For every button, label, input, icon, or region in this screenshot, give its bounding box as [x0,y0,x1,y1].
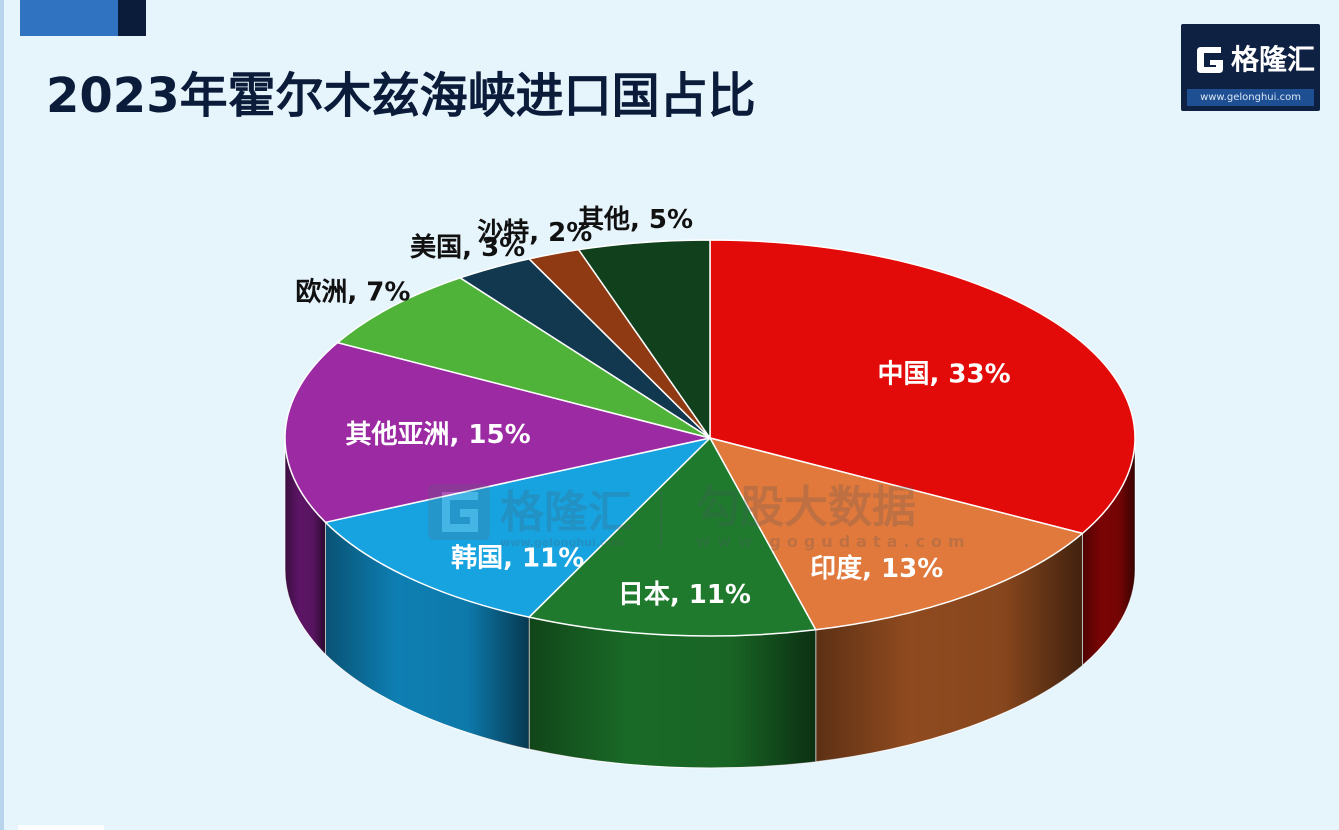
pie-label-欧洲: 欧洲, 7% [295,276,410,307]
watermark: 格隆汇 www.gelonghui.com 勾股大数据 www.gogudata… [428,482,971,551]
pie-label-中国: 中国, 33% [878,360,1011,390]
watermark-brand-url: www.gelonghui.com [500,536,625,549]
pie-slice-韩国 [324,437,711,618]
watermark-url: www.gogudata.com [696,532,971,551]
pie-side-shade-4-0 [285,438,326,655]
watermark-name: 勾股大数据 [696,482,916,533]
pie-label-沙特: 沙特, 2% [477,217,592,248]
pie-side-shade-2-0 [529,617,816,768]
pie-label-其他亚洲: 其他亚洲, 15% [346,420,531,450]
logo-brand-text: 格隆汇 [1231,43,1316,76]
pie-slice-印度 [709,437,1084,631]
left-accent-rule [0,0,4,830]
pie-slice-其他 [577,239,711,439]
pie-label-美国: 美国, 3% [410,232,525,263]
pie-label-其他: 其他, 5% [578,205,693,235]
pie-label-日本: 日本, 11% [618,580,751,610]
pie-slice-其他亚洲 [284,341,711,524]
watermark-divider [660,490,662,548]
gelonghui-g-logo-icon [1197,47,1223,73]
watermark-g-icon [442,492,478,532]
pie-side-shade-0-0 [1082,438,1135,666]
pie-slice-欧洲 [336,277,711,439]
bottom-strip [18,825,104,830]
page-title: 2023年霍尔木兹海峡进口国占比 [46,68,756,124]
pie-slice-日本 [528,437,817,637]
top-accent-bar-dark [118,0,146,36]
pie-side-shade-3-0 [325,522,530,750]
pie-side-shade-1-0 [815,533,1083,762]
pie-slice-中国 [709,239,1136,535]
brand-logo: 格隆汇 www.gelonghui.com [1181,24,1320,111]
top-accent-bar [20,0,118,36]
pie-labels: 中国, 33% 印度, 13% 日本, 11% 韩国, 11% 其他亚洲, 15% 欧洲,… [295,205,1010,610]
pie-sides [284,437,1136,769]
pie-label-韩国: 韩国, 11% [451,544,584,574]
watermark-logo-icon [428,484,490,540]
pie-tops [284,239,1136,637]
pie-label-印度: 印度, 13% [810,553,943,584]
watermark-brand: 格隆汇 [500,487,632,538]
logo-url-text: www.gelonghui.com [1187,89,1314,106]
